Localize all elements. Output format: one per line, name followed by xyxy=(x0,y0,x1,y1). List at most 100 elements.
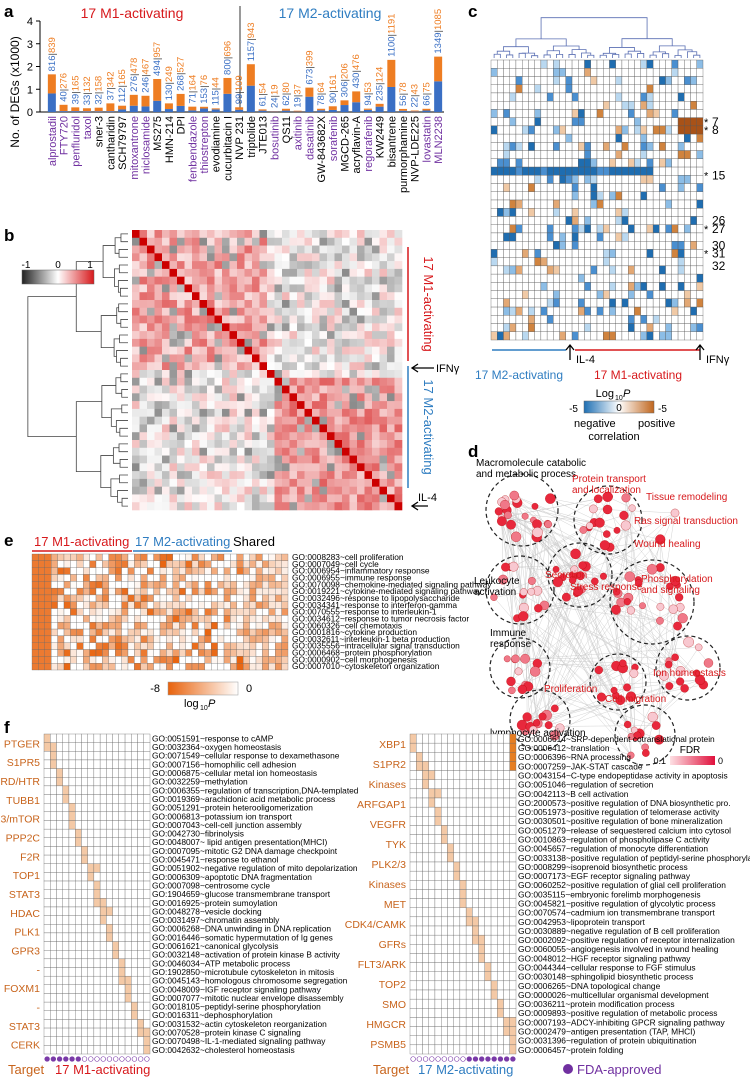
panel-e-cell xyxy=(95,649,103,657)
panel-b-cell xyxy=(147,455,155,464)
panel-e-cell xyxy=(262,656,269,664)
panel-e-cell xyxy=(83,628,90,637)
panel-f-right-cell xyxy=(509,733,517,744)
panel-c-cell xyxy=(503,199,510,209)
panel-b-cell xyxy=(192,354,200,363)
panel-f-left-cell xyxy=(93,742,101,752)
panel-c-cell xyxy=(515,117,523,127)
panel-b-cell xyxy=(334,432,343,441)
panel-c-cell xyxy=(640,257,648,267)
panel-c-cell xyxy=(540,273,548,283)
panel-b-cell xyxy=(282,346,290,355)
panel-c-row-label: 30 xyxy=(712,238,726,252)
panel-f-right-cell xyxy=(509,916,517,927)
panel-b-cell xyxy=(387,315,395,324)
panel-e-cell xyxy=(236,587,244,596)
panel-f-left-cell xyxy=(75,889,82,899)
panel-b-cell xyxy=(162,408,170,417)
panel-c-dendrogram-link xyxy=(658,45,686,52)
panel-f-right-cell xyxy=(478,907,485,918)
panel-f-left-cell xyxy=(106,785,113,795)
panel-b-cell xyxy=(244,315,253,324)
panel-f-right-cell xyxy=(503,770,510,780)
panel-b-cell xyxy=(394,292,403,301)
panel-b-cell xyxy=(274,408,283,417)
panel-c-cell xyxy=(540,191,548,201)
panel-e-cell xyxy=(63,663,71,671)
panel-f-left-cell xyxy=(93,733,101,743)
panel-f-left-cell xyxy=(75,794,82,804)
panel-c-cell xyxy=(571,315,579,324)
panel-e-cell xyxy=(179,608,186,616)
panel-b-cell xyxy=(237,478,245,487)
panel-e-cell xyxy=(243,649,250,657)
panel-b-cell xyxy=(199,354,208,363)
panel-e-cell xyxy=(185,587,193,596)
panel-e-cell xyxy=(255,622,263,630)
panel-c-cell xyxy=(584,76,591,85)
panel-f-left-term: GO:0070528~protein kinase C signaling xyxy=(152,1028,301,1038)
panel-f-right-cell xyxy=(422,788,429,799)
panel-c-cell xyxy=(603,142,610,151)
panel-c-cell xyxy=(596,158,604,168)
panel-b-cell xyxy=(379,230,388,239)
panel-f-right-cell xyxy=(409,880,417,890)
panel-f-left-cell xyxy=(43,932,51,942)
panel-a-group-m1: 17 M1-activating xyxy=(81,5,184,21)
panel-b-cell xyxy=(304,284,313,293)
panel-b-cell xyxy=(252,346,260,355)
panel-b-cell xyxy=(394,370,403,379)
panel-f-right-cell xyxy=(478,834,485,844)
panel-f-left-target-label: DRD/HTR xyxy=(0,776,40,788)
panel-b-cell xyxy=(364,362,373,371)
panel-b-cell xyxy=(244,276,253,285)
panel-b-cell xyxy=(349,494,358,503)
panel-b-cell xyxy=(147,323,155,332)
panel-d-node xyxy=(602,530,611,538)
panel-e-cell xyxy=(134,553,141,561)
panel-b-cell xyxy=(282,307,290,316)
panel-b-dendrogram-link xyxy=(110,478,120,497)
panel-b-cell xyxy=(237,447,245,456)
panel-c-cell xyxy=(490,208,498,217)
panel-b-dendrogram-link xyxy=(100,315,117,349)
panel-b-cell xyxy=(379,307,388,316)
panel-b-cell xyxy=(342,315,350,324)
panel-f-left-cell xyxy=(81,1010,88,1020)
panel-f-left-cell xyxy=(143,811,151,821)
panel-b-cell xyxy=(177,440,185,449)
panel-e-cell xyxy=(185,560,193,568)
panel-c-cell xyxy=(528,232,535,242)
panel-c-cell xyxy=(584,101,591,110)
panel-b-cell xyxy=(282,300,290,309)
panel-f-left-cell xyxy=(93,777,101,787)
panel-b-cell xyxy=(312,253,320,262)
panel-b-cell xyxy=(364,447,373,456)
panel-f-left-cell xyxy=(131,898,138,908)
panel-f-left-cell xyxy=(131,1010,138,1020)
panel-f-left-cell xyxy=(56,898,63,908)
panel-c-cell xyxy=(528,68,535,77)
panel-e-cell xyxy=(31,567,39,575)
panel-c-cell xyxy=(615,216,623,225)
panel-c-cell xyxy=(528,158,535,168)
panel-b-cell xyxy=(349,393,358,402)
panel-f-left-cell xyxy=(68,759,76,769)
panel-f-right-cell xyxy=(422,907,429,918)
panel-c-cell xyxy=(677,208,685,217)
panel-c-cell xyxy=(553,125,560,135)
panel-f-right-cell xyxy=(447,797,454,808)
panel-e-cell xyxy=(255,642,263,650)
panel-f-left-cell xyxy=(62,1027,70,1037)
panel-c-cell xyxy=(584,265,591,275)
panel-e-cell xyxy=(31,553,39,561)
panel-c-cell xyxy=(553,273,560,283)
panel-b-cell xyxy=(207,401,215,410)
panel-f-left-cell xyxy=(81,993,88,1003)
panel-b-cell xyxy=(252,416,260,425)
panel-e-cell xyxy=(57,628,65,637)
panel-b-cell xyxy=(207,486,215,495)
panel-f-right-cell xyxy=(465,788,473,799)
panel-c-cell xyxy=(540,84,548,94)
panel-f-left-cell xyxy=(87,932,95,942)
